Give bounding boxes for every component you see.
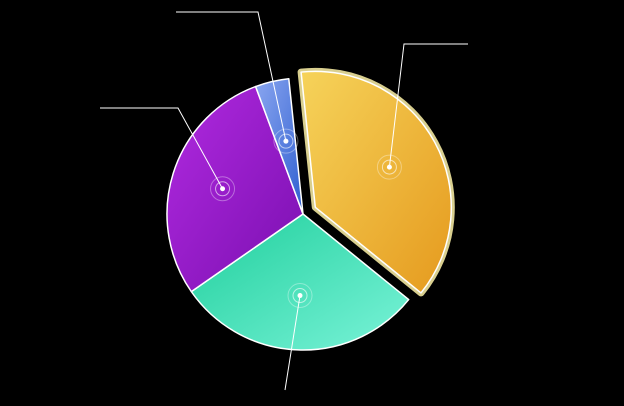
callout-ring	[215, 181, 231, 197]
pie-slice-3[interactable]	[166, 85, 304, 293]
callout-leader-line	[176, 11, 287, 142]
callout-ring	[376, 154, 402, 180]
callout-ring	[292, 288, 308, 304]
pie-slice-4[interactable]	[254, 77, 304, 215]
callout-ring	[381, 159, 397, 175]
callout-leader-line	[388, 43, 468, 168]
callout-ring	[278, 133, 294, 149]
pie-slice-2[interactable]	[190, 213, 410, 351]
callouts-layer	[100, 11, 468, 391]
callout-leader-line	[100, 107, 223, 190]
callout-ring	[273, 128, 299, 154]
callout-ring	[287, 283, 313, 309]
callout-leader-line	[284, 295, 301, 391]
slices-layer	[166, 67, 455, 351]
pie-slice-1[interactable]	[300, 70, 452, 294]
callout-ring	[210, 176, 236, 202]
